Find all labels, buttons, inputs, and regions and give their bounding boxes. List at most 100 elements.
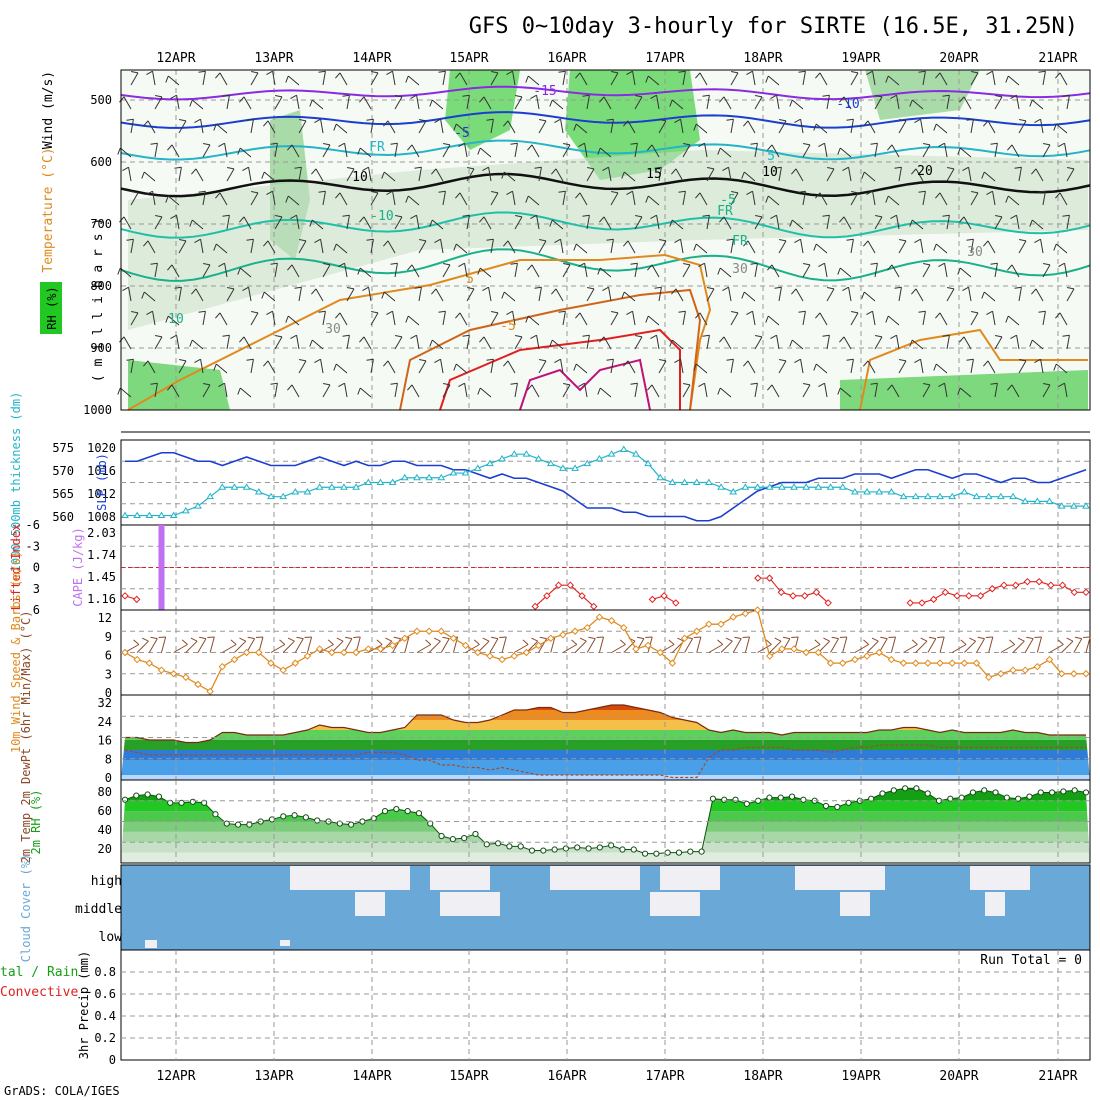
wind-barb: [850, 312, 859, 326]
lifted-index-marker: [789, 592, 797, 600]
wind-barb: [290, 214, 297, 220]
wind-barb: [226, 215, 230, 230]
wind-barb: [147, 360, 156, 374]
thickness-marker: [413, 473, 421, 481]
wind-barb: [774, 637, 782, 642]
lifted-index-marker: [953, 592, 961, 600]
y-tick-wind: 3: [105, 667, 112, 681]
wind-barb: [387, 120, 396, 134]
wind-barb: [1031, 288, 1037, 295]
wind-speed-marker: [206, 687, 214, 696]
wind-barb: [318, 310, 326, 313]
wind-barb: [599, 147, 612, 158]
wind-barb: [315, 288, 324, 302]
lifted-index-line: [910, 581, 1086, 604]
wind-barb: [224, 383, 228, 398]
wind-barb: [598, 636, 605, 653]
wind-barb: [512, 311, 516, 326]
rh-marker: [494, 840, 502, 847]
wind-barb: [525, 75, 529, 83]
wind-barb: [1062, 334, 1070, 337]
wind-barb: [407, 264, 413, 271]
wind-barb: [779, 119, 787, 122]
rh-marker: [189, 798, 196, 805]
wind-barb: [296, 335, 300, 350]
wind-barb: [802, 71, 806, 86]
wind-barb: [896, 95, 900, 110]
wind-barb: [918, 70, 926, 73]
wind-barb: [771, 264, 780, 278]
wind-barb: [309, 99, 313, 107]
wind-barb: [1049, 644, 1064, 653]
wind-barb: [651, 384, 660, 398]
wind-barb: [872, 191, 876, 206]
wind-barb: [194, 118, 201, 124]
wind-barb: [318, 70, 326, 73]
wind-speed-marker: [157, 666, 166, 674]
wind-barb: [270, 644, 286, 653]
wind-barb: [702, 214, 710, 217]
wind-barb: [959, 147, 972, 158]
wind-barb: [971, 191, 979, 194]
wind-barb: [1042, 384, 1051, 398]
wind-barb: [477, 387, 481, 395]
wind-barb: [582, 334, 590, 337]
rh-marker: [461, 835, 468, 842]
wind-barb: [539, 636, 547, 640]
rh-marker: [472, 830, 479, 838]
wind-barb: [442, 264, 451, 278]
wind-barb: [453, 123, 457, 131]
wind-barb: [243, 336, 252, 350]
wind-barb: [482, 637, 490, 642]
thickness-marker: [838, 483, 847, 490]
wind-barb: [287, 144, 293, 151]
thickness-marker: [376, 478, 385, 485]
wind-barb: [490, 239, 494, 254]
wind-barb: [287, 75, 300, 86]
wind-barb: [863, 120, 869, 127]
wind-barb: [155, 215, 163, 218]
y-axis-label-cloud: Cloud Cover (%): [19, 854, 33, 962]
rh-band: [121, 842, 1090, 853]
wind-barb: [933, 123, 937, 131]
y-tick-precip: 0: [109, 1053, 116, 1067]
wind-speed-marker: [997, 670, 1005, 678]
wind-barb: [181, 639, 188, 645]
temp-band: [121, 750, 1090, 760]
wind-barb: [459, 192, 468, 206]
wind-barb: [843, 216, 852, 230]
cloud-clear-gap: [970, 866, 1030, 890]
wind-barb: [754, 143, 758, 158]
wind-barb: [1019, 359, 1027, 362]
wind-barb: [839, 267, 852, 278]
wind-barb: [434, 358, 441, 364]
wind-barb: [322, 144, 331, 158]
wind-barb: [466, 335, 470, 350]
wind-barb: [578, 262, 585, 268]
wind-barb: [234, 640, 247, 653]
wind-barb: [675, 168, 684, 182]
wind-speed-marker: [303, 652, 312, 660]
wind-barb: [154, 96, 163, 110]
wind-speed-marker: [1033, 662, 1042, 671]
rh-marker: [348, 821, 355, 828]
wind-barb: [717, 147, 721, 155]
wind-barb: [250, 119, 254, 134]
y-tick-pressure: 1000: [83, 403, 112, 417]
wind-barb: [802, 264, 811, 278]
rh-marker: [178, 799, 185, 806]
wind-barb: [490, 312, 499, 326]
wind-barb: [1042, 191, 1046, 206]
wind-barb: [346, 335, 350, 350]
lifted-index-marker: [133, 595, 141, 604]
wind-barb: [693, 123, 697, 131]
contour-label: -5: [454, 126, 470, 141]
wind-barb: [219, 312, 228, 326]
wind-barb: [530, 94, 537, 100]
wind-barb: [778, 360, 787, 374]
wind-barb: [443, 143, 451, 146]
wind-barb: [874, 263, 878, 278]
wind-barb: [986, 190, 993, 196]
rh-marker: [121, 796, 129, 803]
rh-marker: [427, 820, 434, 827]
